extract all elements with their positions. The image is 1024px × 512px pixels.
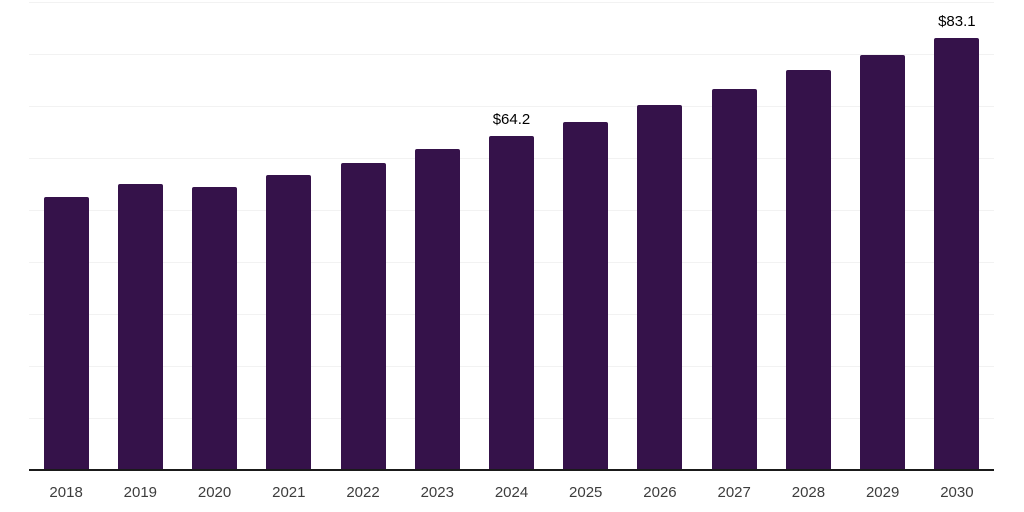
bar-2024[interactable]	[489, 136, 534, 470]
gridline-80	[29, 54, 994, 55]
data-label-2030: $83.1	[938, 12, 976, 30]
bar-2026[interactable]	[637, 105, 683, 470]
bar-2030[interactable]	[934, 37, 980, 470]
x-tick-label-2025: 2025	[569, 484, 603, 501]
x-axis-line	[29, 469, 994, 471]
x-tick-label-2024: 2024	[494, 484, 529, 501]
gridline-70	[29, 106, 994, 107]
bar-2023[interactable]	[414, 149, 460, 470]
bar-2022[interactable]	[340, 163, 386, 470]
x-tick-label-2027: 2027	[717, 484, 751, 501]
bar-2028[interactable]	[785, 70, 831, 470]
bar-2029[interactable]	[860, 54, 906, 470]
x-tick-label-2018: 2018	[49, 484, 83, 501]
bar-2019[interactable]	[117, 184, 163, 470]
x-tick-label-2019: 2019	[123, 484, 158, 501]
x-tick-label-2023: 2023	[420, 484, 454, 501]
x-tick-label-2020: 2020	[197, 484, 232, 501]
x-tick-label-2029: 2029	[865, 484, 900, 501]
bar-2020[interactable]	[192, 187, 238, 470]
x-tick-label-2030: 2030	[940, 484, 974, 501]
bar-2027[interactable]	[711, 88, 757, 470]
bar-2025[interactable]	[563, 121, 609, 470]
data-label-2024: $64.2	[492, 111, 531, 129]
x-tick-label-2028: 2028	[791, 484, 826, 501]
x-tick-label-2021: 2021	[272, 484, 306, 501]
x-tick-label-2022: 2022	[346, 484, 380, 501]
bar-2021[interactable]	[266, 175, 312, 470]
bar-2018[interactable]	[43, 197, 89, 470]
x-tick-label-2026: 2026	[643, 484, 677, 501]
gridline-90	[29, 2, 994, 3]
